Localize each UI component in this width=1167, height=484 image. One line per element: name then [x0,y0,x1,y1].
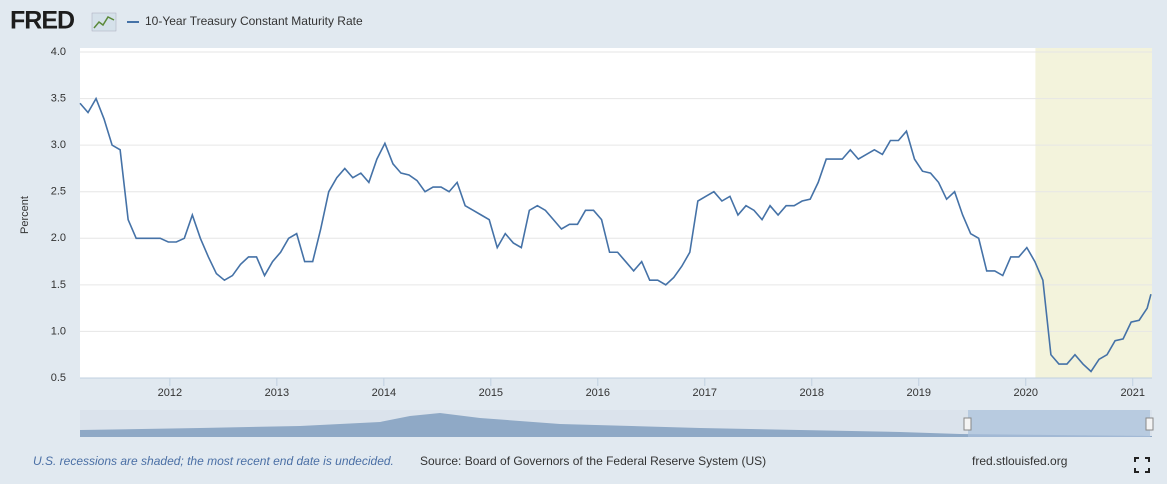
plot-area [80,48,1152,378]
logo: FRED [10,7,74,35]
plot: 0.5 1.0 1.5 2.0 2.5 3.0 3.5 4.0 2012 2013 2014 2015… [19,46,1152,399]
x-tick-label: 2015 [479,387,503,399]
recession-shading [1035,48,1152,378]
x-tick-label: 2021 [1121,387,1145,399]
y-tick-label: 4.0 [51,46,66,58]
y-tick-label: 2.5 [51,186,66,198]
y-axis-label: Percent [19,196,31,234]
url[interactable]: fred.stlouisfed.org [972,454,1067,468]
legend-label: 10-Year Treasury Constant Maturity Rate [145,14,363,28]
x-tick-label: 2013 [265,387,289,399]
recession-note: U.S. recessions are shaded; the most rec… [33,454,394,468]
x-tick-label: 2016 [586,387,610,399]
y-tick-label: 3.5 [51,92,66,104]
spacer [0,0,1,1]
y-tick-label: 3.0 [51,139,66,151]
logo-icon [91,12,117,32]
y-tick-label: 1.0 [51,325,66,337]
x-tick-label: 2017 [693,387,717,399]
fullscreen-icon[interactable] [1134,457,1150,473]
x-tick-label: 2020 [1014,387,1038,399]
x-tick-label: 2014 [372,387,396,399]
series-line [79,96,1152,373]
y-tick-label: 2.0 [51,232,66,244]
x-tick-label: 2018 [800,387,824,399]
navigator[interactable] [80,410,1154,437]
x-tick-label: 2019 [907,387,931,399]
x-tick-label: 2012 [158,387,182,399]
y-tick-label: 0.5 [51,372,66,384]
y-tick-label: 1.5 [51,279,66,291]
source: Source: Board of Governors of the Federa… [420,454,766,468]
